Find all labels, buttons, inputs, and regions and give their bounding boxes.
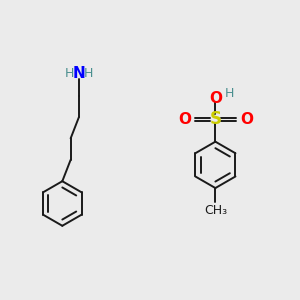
Text: O: O [240,112,253,127]
Text: O: O [178,112,191,127]
Text: H: H [84,68,93,80]
Text: S: S [209,110,221,128]
Text: H: H [224,87,234,100]
Text: O: O [209,91,222,106]
Text: N: N [73,66,85,81]
Text: H: H [65,68,74,80]
Text: CH₃: CH₃ [204,204,227,218]
